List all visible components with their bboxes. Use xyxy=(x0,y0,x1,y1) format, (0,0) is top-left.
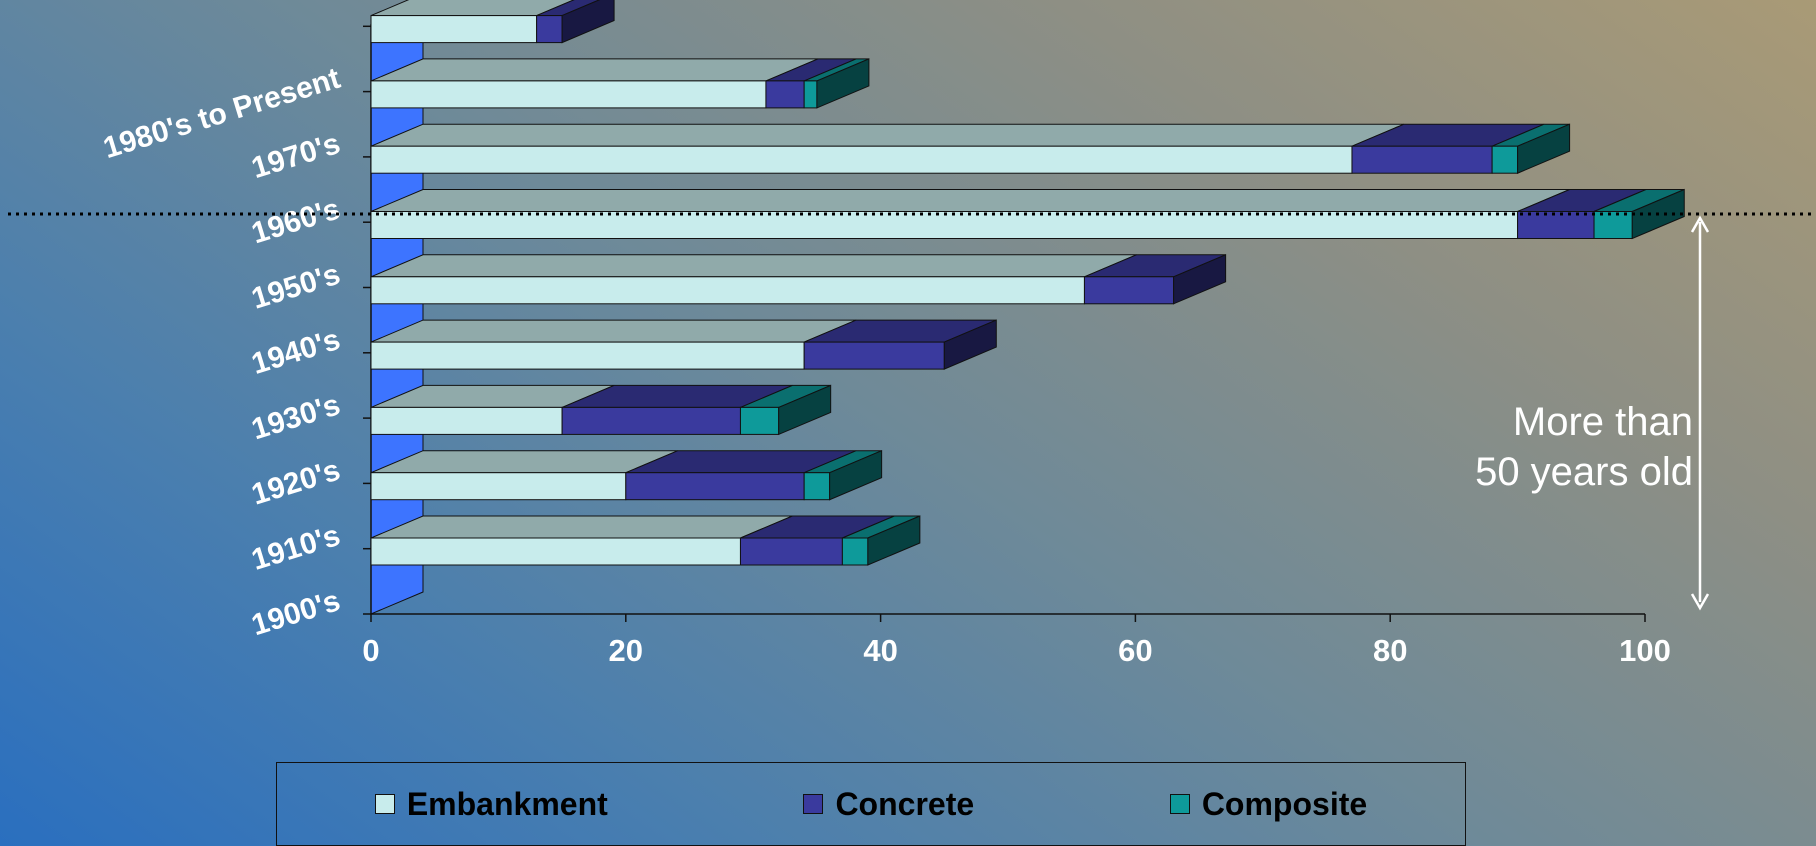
bar-embankment-5-front xyxy=(370,276,1085,305)
plot-area xyxy=(363,0,1685,622)
legend: Embankment Concrete Composite xyxy=(276,762,1466,846)
bar-embankment-8 xyxy=(370,58,819,109)
category-label: 1910's xyxy=(248,519,344,577)
bar-embankment-6 xyxy=(370,189,1570,239)
x-tick-label: 20 xyxy=(609,633,643,668)
bar-concrete-2-front xyxy=(625,472,805,501)
bar-embankment-1-front xyxy=(370,537,741,566)
bar-concrete-2 xyxy=(625,450,857,501)
category-label: 1900's xyxy=(248,584,344,642)
bar-concrete-9-front xyxy=(536,15,563,44)
bar-end-face-7 xyxy=(1517,123,1571,174)
x-tick-label: 80 xyxy=(1373,633,1407,668)
category-label: 1920's xyxy=(248,454,344,512)
legend-swatch-concrete xyxy=(803,794,824,814)
bar-embankment-2-top xyxy=(370,450,678,474)
bar-composite-3-front xyxy=(739,406,780,435)
bar-embankment-6-top xyxy=(370,189,1570,212)
bar-concrete-4-front xyxy=(803,341,945,370)
legend-item-concrete: Concrete xyxy=(803,786,974,823)
bar-composite-2-front xyxy=(803,472,831,501)
bar-embankment-9-front xyxy=(370,15,538,44)
x-tick-label: 60 xyxy=(1118,633,1152,668)
legend-item-embankment: Embankment xyxy=(374,785,608,823)
bar-embankment-7 xyxy=(370,123,1405,174)
bar-concrete-4 xyxy=(803,319,997,370)
bar-end-face-2 xyxy=(829,449,883,501)
bar-concrete-7-front xyxy=(1351,145,1493,174)
bar-composite-6-front xyxy=(1593,211,1633,239)
category-label: 1970's xyxy=(248,127,344,185)
annotation-line-1: More than xyxy=(1513,400,1693,444)
bar-end-face-3 xyxy=(778,384,832,436)
x-tick-label: 0 xyxy=(362,633,379,668)
x-tick-label: 100 xyxy=(1619,633,1671,668)
annotation-line-2: 50 years old xyxy=(1475,450,1693,494)
bar-composite-2 xyxy=(803,450,882,501)
bar-embankment-3 xyxy=(370,384,615,435)
bar-embankment-7-top xyxy=(370,123,1405,147)
category-labels: 1900's 1910's 1920's 1930's 1940's 1950's 1960… xyxy=(100,62,345,642)
bar-embankment-1-top xyxy=(370,515,793,539)
bar-embankment-4 xyxy=(370,319,857,370)
bar-embankment-5-top xyxy=(370,254,1137,278)
bar-concrete-1-front xyxy=(739,537,843,566)
bar-embankment-2-front xyxy=(370,472,627,501)
bar-embankment-5 xyxy=(370,254,1137,305)
legend-label-composite: Composite xyxy=(1201,785,1368,822)
legend-item-composite: Composite xyxy=(1169,785,1368,823)
bar-embankment-4-top xyxy=(370,319,857,343)
bar-embankment-6-front xyxy=(370,211,1519,239)
legend-swatch-composite xyxy=(1169,794,1190,814)
bar-embankment-8-top xyxy=(370,58,819,82)
bar-composite-7 xyxy=(1491,123,1570,174)
bar-concrete-5-front xyxy=(1083,276,1175,305)
bar-composite-8 xyxy=(803,58,870,109)
bar-composite-8-front xyxy=(803,80,818,109)
bar-composite-1-front xyxy=(841,537,869,566)
bar-chart: 1900's 1910's 1920's 1930's 1940's 1950's 1960… xyxy=(8,0,1816,668)
category-label: 1950's xyxy=(248,258,344,316)
bar-end-face-4 xyxy=(943,319,997,370)
bar-concrete-8-front xyxy=(765,80,805,109)
bar-embankment-2 xyxy=(370,450,678,501)
category-label: 1930's xyxy=(248,388,344,446)
bar-embankment-7-front xyxy=(370,145,1353,174)
x-tick-label: 40 xyxy=(863,633,897,668)
bar-embankment-8-front xyxy=(370,80,767,109)
bar-composite-1 xyxy=(841,515,921,566)
legend-label-embankment: Embankment xyxy=(406,785,608,822)
bar-concrete-7 xyxy=(1351,123,1545,174)
bar-concrete-8 xyxy=(765,58,857,109)
bar-end-face-5 xyxy=(1173,254,1227,305)
bar-embankment-4-front xyxy=(370,341,805,370)
category-label: 1960's xyxy=(248,192,344,250)
bar-embankment-3-front xyxy=(370,406,563,435)
bar-end-face-1 xyxy=(867,515,921,566)
category-label: 1940's xyxy=(248,323,344,381)
bar-concrete-3 xyxy=(561,384,793,435)
bar-composite-7-front xyxy=(1491,145,1519,174)
legend-swatch-embankment xyxy=(374,794,395,814)
bar-embankment-1 xyxy=(370,515,793,566)
bar-embankment-9 xyxy=(370,0,575,44)
bar-end-face-9 xyxy=(561,0,615,44)
bar-concrete-6-front xyxy=(1517,211,1595,239)
bar-composite-3 xyxy=(739,384,831,435)
bar-composite-6 xyxy=(1593,189,1685,239)
x-tick-labels: 0 20 40 60 80 100 xyxy=(362,633,1670,668)
bar-concrete-9 xyxy=(536,0,601,44)
bar-concrete-1 xyxy=(739,515,895,566)
fifty-year-arrow xyxy=(1690,215,1710,611)
bar-end-face-8 xyxy=(816,58,870,109)
bar-concrete-3-front xyxy=(561,406,741,435)
legend-label-concrete: Concrete xyxy=(835,785,975,822)
